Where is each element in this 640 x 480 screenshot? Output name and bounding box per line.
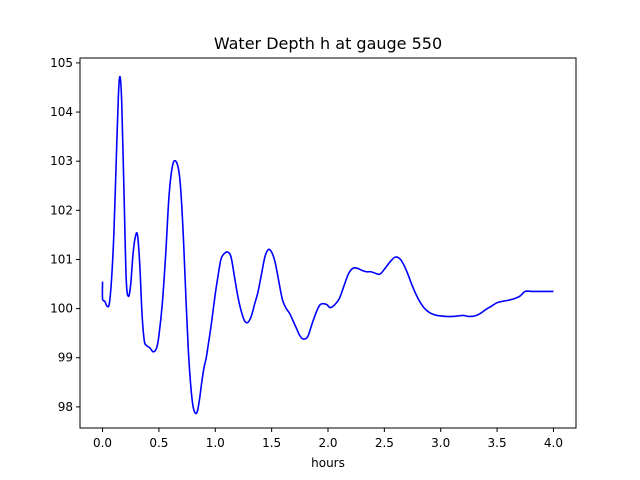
series-layer: [101, 75, 554, 415]
y-axis: 98 99 100 101 102 103 104 105: [50, 56, 80, 414]
y-tick-label: 105: [50, 56, 73, 70]
x-tick-label: 0.0: [93, 436, 112, 450]
x-tick-label: 1.5: [262, 436, 281, 450]
x-tick-label: 1.0: [206, 436, 225, 450]
y-tick-label: 100: [50, 302, 73, 316]
x-tick-label: 2.0: [318, 436, 337, 450]
x-tick-label: 0.5: [149, 436, 168, 450]
x-axis-label: hours: [311, 456, 345, 470]
water-depth-line: [101, 75, 554, 415]
y-tick-label: 99: [58, 351, 73, 365]
x-tick-label: 3.0: [431, 436, 450, 450]
x-tick-label: 2.5: [375, 436, 394, 450]
y-tick-label: 104: [50, 105, 73, 119]
y-tick-label: 98: [58, 400, 73, 414]
chart-title: Water Depth h at gauge 550: [214, 34, 442, 53]
x-axis: 0.0 0.5 1.0 1.5 2.0 2.5 3.0 3.5 4.0: [93, 428, 563, 450]
x-tick-label: 4.0: [544, 436, 563, 450]
y-tick-label: 102: [50, 203, 73, 217]
y-tick-label: 101: [50, 252, 73, 266]
x-tick-label: 3.5: [488, 436, 507, 450]
y-tick-label: 103: [50, 154, 73, 168]
plot-area: [80, 58, 576, 428]
